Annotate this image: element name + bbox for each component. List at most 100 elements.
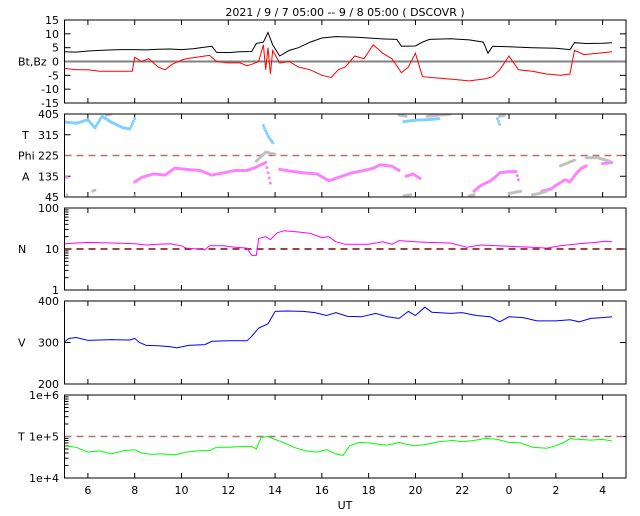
y-axis-label: A [22,170,30,183]
data-point [502,114,506,117]
data-point [495,117,499,121]
data-point [498,122,502,126]
y-tick-label: 45 [45,191,59,204]
data-point [397,168,401,172]
y-axis-label: Bt,Bz [18,56,47,69]
panel-frame [64,207,627,291]
data-point [514,170,518,174]
data-point [271,141,275,145]
y-tick-label: 405 [38,108,59,121]
data-point [130,122,134,126]
y-axis-label: N [18,243,26,256]
x-tick-label: 16 [315,484,329,497]
y-tick-label: 1e+6 [29,389,59,402]
y-tick-label: 300 [38,337,59,350]
panel-phi: 405 315 225 135 45 T Phi A [18,108,627,204]
x-tick-label: 4 [599,484,606,497]
x-tick-label: 2 [552,484,559,497]
x-tick-label: 8 [131,484,138,497]
data-point [472,193,476,197]
data-point [93,188,97,192]
data-point [264,160,268,164]
x-tick-label: 18 [362,484,376,497]
plot-area [64,230,626,256]
data-point [265,131,269,135]
data-point [265,166,269,170]
x-tick-label: 22 [455,484,469,497]
data-point [129,124,133,128]
y-tick-label: 10 [45,28,59,41]
x-tick-label: 0 [506,484,513,497]
y-tick-label: 225 [38,150,59,163]
y-tick-label: 100 [38,202,59,215]
panel-frame [64,113,627,198]
data-point [404,114,408,118]
plot-area [64,306,613,349]
y-tick-label: -5 [48,69,59,82]
series-away-points [64,160,614,193]
y-axis-label: T [21,129,29,142]
data-point [610,160,614,164]
y-tick-label: 1e+4 [29,472,59,485]
data-point [268,181,272,185]
x-axis-label: UT [338,499,353,512]
series-bz-line [64,44,613,82]
y-tick-label: 1e+5 [29,431,59,444]
data-point [267,176,271,180]
panel-frame [64,300,627,385]
chart-title: 2021 / 9 / 7 05:00 -- 9 / 8 05:00 ( DSCO… [225,6,464,19]
data-point [128,127,132,131]
panel-temperature: 1e+6 1e+5 1e+4 T [17,389,627,485]
panel-density: 100 10 1 N [18,202,627,297]
data-point [608,159,612,163]
y-axis-label: Phi [18,150,35,163]
plot-area [64,435,626,456]
data-point [132,119,136,123]
data-point [516,178,520,182]
data-point [261,124,265,128]
series-n-line [64,230,613,256]
data-point [409,193,413,197]
y-tick-label: 10 [45,243,59,256]
data-point [544,189,548,193]
data-point [437,117,441,121]
data-point [584,164,588,168]
y-tick-label: 315 [38,129,59,142]
data-point [418,177,422,181]
x-tick-label: 14 [268,484,282,497]
y-tick-label: 400 [38,295,59,308]
data-point [133,194,137,197]
x-tick-label: 12 [221,484,235,497]
y-tick-label: -10 [41,83,59,96]
series-t-line [64,435,613,456]
series-bt-line [64,31,613,57]
panel-frame [64,19,627,104]
y-tick-label: 15 [45,14,59,27]
x-tick-label: 6 [84,484,91,497]
data-point [496,119,500,123]
data-point [263,126,267,130]
series-v-line [64,306,613,349]
y-tick-label: 1 [52,284,59,297]
data-point [573,158,577,162]
data-point [65,175,69,179]
data-point [273,152,277,156]
panel-frame [64,394,627,479]
plot-area [64,114,626,197]
y-tick-label: 0 [52,56,59,69]
x-tick-label: 10 [174,484,188,497]
y-tick-label: 200 [38,378,59,391]
data-point [515,174,519,178]
series-toward-points [64,114,502,145]
data-point [266,171,270,175]
data-point [65,193,69,197]
panel-velocity: 400 300 200 V [18,295,627,391]
data-point [264,129,268,133]
series-other-points [65,114,612,197]
y-axis-label: T [17,431,25,444]
data-point [519,189,523,193]
y-tick-label: -15 [41,97,59,110]
y-tick-label: 135 [38,170,59,183]
